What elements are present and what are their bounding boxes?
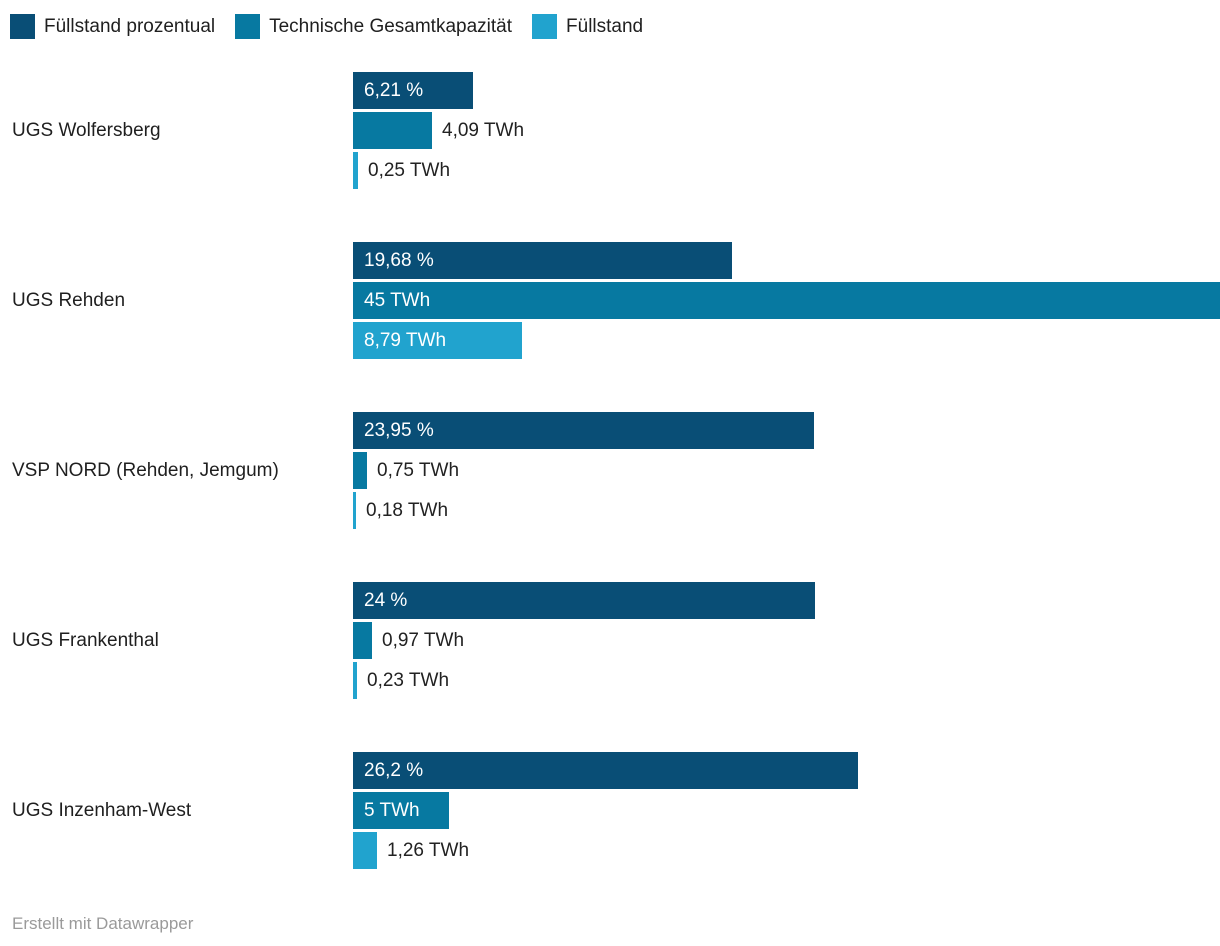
bar-line: 45 TWh [353, 282, 1220, 319]
bar-value-label: 0,25 TWh [368, 159, 451, 181]
bar-line: 0,25 TWh [353, 152, 1220, 189]
bar-value-label: 8,79 TWh [364, 329, 447, 351]
chart-row-group-frankenthal: UGS Frankenthal 24 % 0,97 TWh 0,23 TWh [0, 582, 1220, 699]
legend-swatch-icon [235, 14, 261, 39]
bar-line: 1,26 TWh [353, 832, 1220, 869]
bar-stack: 19,68 % 45 TWh 8,79 TWh [353, 242, 1220, 359]
bar-value-label: 5 TWh [364, 799, 420, 821]
bar-stack: 6,21 % 4,09 TWh 0,25 TWh [353, 72, 1220, 189]
legend-item-fuellstand-prozentual: Füllstand prozentual [10, 14, 215, 39]
bar-gesamtkapazitaet [353, 622, 372, 659]
bar-fuellstand-prozentual [353, 72, 473, 109]
bar-stack: 26,2 % 5 TWh 1,26 TWh [353, 752, 1220, 869]
legend-swatch-icon [10, 14, 35, 39]
legend-label: Füllstand prozentual [44, 15, 216, 37]
bar-value-label: 1,26 TWh [387, 839, 470, 861]
legend-swatch-icon [532, 14, 558, 39]
category-label: UGS Wolfersberg [12, 119, 161, 141]
chart-row-group-inzenham-west: UGS Inzenham-West 26,2 % 5 TWh 1,26 TWh [0, 752, 1220, 869]
category-label: UGS Frankenthal [12, 629, 159, 651]
bar-line: 5 TWh [353, 792, 1220, 829]
bar-value-label: 45 TWh [364, 289, 431, 311]
bar-fuellstand [353, 322, 522, 359]
bar-fuellstand [353, 662, 357, 699]
bar-value-label: 26,2 % [364, 759, 424, 781]
bar-line: 8,79 TWh [353, 322, 1220, 359]
bar-value-label: 0,97 TWh [382, 629, 465, 651]
bar-fuellstand [353, 492, 356, 529]
category-label: VSP NORD (Rehden, Jemgum) [12, 459, 279, 481]
bar-line: 23,95 % [353, 412, 1220, 449]
bar-fuellstand-prozentual [353, 242, 732, 279]
legend-item-fuellstand: Füllstand [532, 14, 643, 39]
datawrapper-attribution-link[interactable]: Erstellt mit Datawrapper [12, 914, 194, 933]
bar-line: 0,75 TWh [353, 452, 1220, 489]
bar-fuellstand [353, 832, 377, 869]
bar-line: 24 % [353, 582, 1220, 619]
bar-line: 26,2 % [353, 752, 1220, 789]
bar-gesamtkapazitaet [353, 792, 449, 829]
bar-line: 6,21 % [353, 72, 1220, 109]
chart-row-group-vsp-nord: VSP NORD (Rehden, Jemgum) 23,95 % 0,75 T… [0, 412, 1220, 529]
chart-row-group-rehden: UGS Rehden 19,68 % 45 TWh 8,79 TWh [0, 242, 1220, 359]
bar-line: 0,23 TWh [353, 662, 1220, 699]
bar-fuellstand-prozentual [353, 412, 814, 449]
bar-stack: 23,95 % 0,75 TWh 0,18 TWh [353, 412, 1220, 529]
legend-item-technische-gesamtkapazitaet: Technische Gesamtkapazität [235, 14, 512, 39]
bar-line: 19,68 % [353, 242, 1220, 279]
bar-gesamtkapazitaet [353, 282, 1220, 319]
chart-row-group-wolfersberg: UGS Wolfersberg 6,21 % 4,09 TWh 0,25 TWh [0, 72, 1220, 189]
bar-gesamtkapazitaet [353, 452, 367, 489]
category-label: UGS Inzenham-West [12, 799, 192, 821]
bar-gesamtkapazitaet [353, 112, 432, 149]
bar-value-label: 0,18 TWh [366, 499, 449, 521]
bar-value-label: 19,68 % [364, 249, 434, 271]
bar-value-label: 4,09 TWh [442, 119, 525, 141]
legend: Füllstand prozentual Technische Gesamtka… [0, 0, 1220, 39]
bar-value-label: 6,21 % [364, 79, 424, 101]
bar-line: 0,18 TWh [353, 492, 1220, 529]
bar-fuellstand [353, 152, 358, 189]
bar-chart: UGS Wolfersberg 6,21 % 4,09 TWh 0,25 TWh… [0, 72, 1220, 869]
bar-line: 0,97 TWh [353, 622, 1220, 659]
bar-fuellstand-prozentual [353, 752, 858, 789]
bar-value-label: 0,23 TWh [367, 669, 450, 691]
bar-fuellstand-prozentual [353, 582, 815, 619]
bar-line: 4,09 TWh [353, 112, 1220, 149]
legend-label: Füllstand [566, 15, 644, 37]
bar-value-label: 0,75 TWh [377, 459, 460, 481]
bar-value-label: 23,95 % [364, 419, 434, 441]
legend-label: Technische Gesamtkapazität [269, 15, 513, 37]
category-label: UGS Rehden [12, 289, 126, 311]
bar-value-label: 24 % [364, 589, 408, 611]
bar-stack: 24 % 0,97 TWh 0,23 TWh [353, 582, 1220, 699]
